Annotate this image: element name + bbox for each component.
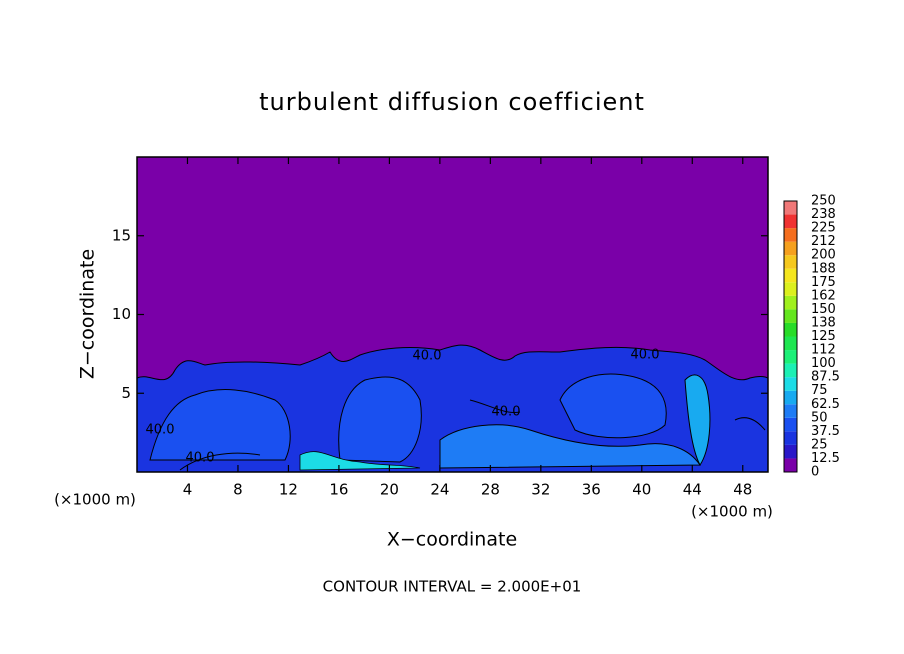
x-axis-label: X−coordinate bbox=[387, 529, 517, 551]
colorbar-label: 175 bbox=[811, 275, 836, 290]
colorbar-label: 87.5 bbox=[811, 370, 840, 385]
y-tick-label: 10 bbox=[112, 305, 131, 323]
contour-label: 40.0 bbox=[146, 423, 175, 438]
x-tick-label: 8 bbox=[233, 481, 243, 499]
colorbar-swatch bbox=[784, 295, 797, 310]
x-tick-label: 44 bbox=[683, 481, 702, 499]
colorbar-swatch bbox=[784, 377, 797, 391]
colorbar-label: 225 bbox=[811, 221, 836, 236]
contour-line bbox=[338, 376, 422, 463]
x-unit-label: (×1000 m) bbox=[691, 503, 773, 521]
x-tick-label: 4 bbox=[183, 481, 193, 499]
colorbar-swatch bbox=[784, 322, 797, 337]
field bbox=[136, 157, 769, 473]
colorbar-label: 125 bbox=[811, 329, 836, 344]
contour-line bbox=[439, 424, 701, 469]
x-tick-label: 12 bbox=[279, 481, 298, 499]
colorbar-label: 162 bbox=[811, 288, 836, 303]
colorbar-label: 238 bbox=[811, 207, 836, 222]
colorbar-label: 62.5 bbox=[811, 397, 840, 412]
x-tick-label: 40 bbox=[632, 481, 651, 499]
colorbar-frame bbox=[783, 200, 798, 473]
colorbar-swatch bbox=[784, 255, 797, 269]
colorbar-label: 138 bbox=[811, 315, 836, 330]
chart-title: turbulent diffusion coefficient bbox=[259, 88, 645, 116]
colorbar-swatch bbox=[784, 458, 797, 472]
colorbar-label: 12.5 bbox=[811, 451, 840, 466]
colorbar-label: 188 bbox=[811, 261, 836, 276]
colorbar-swatch bbox=[784, 444, 797, 459]
y-axis-label: Z−coordinate bbox=[77, 249, 99, 379]
colorbar-label: 200 bbox=[811, 248, 836, 263]
colorbar-swatch bbox=[784, 214, 797, 229]
colorbar-swatch bbox=[784, 350, 797, 364]
contour-line bbox=[179, 399, 766, 471]
colorbar-label: 112 bbox=[811, 343, 836, 358]
colorbar-label: 100 bbox=[811, 356, 836, 371]
y-tick-label: 5 bbox=[121, 384, 131, 402]
colorbar-swatch bbox=[784, 431, 797, 445]
x-tick-label: 28 bbox=[481, 481, 500, 499]
contour-label: 40.0 bbox=[492, 405, 521, 420]
x-tick-label: 36 bbox=[582, 481, 601, 499]
colorbar-swatch bbox=[784, 282, 797, 296]
colorbar-label: 0 bbox=[811, 465, 819, 480]
colorbar-label: 37.5 bbox=[811, 424, 840, 439]
colorbar-swatch bbox=[784, 201, 797, 215]
colorbar-swatch bbox=[784, 417, 797, 432]
x-tick-label: 48 bbox=[733, 481, 752, 499]
colorbar-label: 250 bbox=[811, 194, 836, 209]
x-tick-label: 16 bbox=[329, 481, 348, 499]
x-tick-label: 20 bbox=[380, 481, 399, 499]
colorbar-swatch bbox=[784, 241, 797, 256]
y-tick-label: 15 bbox=[112, 226, 131, 244]
x-unit-label: (×1000 m) bbox=[54, 491, 136, 509]
colorbar-label: 25 bbox=[811, 437, 828, 452]
contour-line bbox=[149, 389, 291, 461]
colorbar-label: 150 bbox=[811, 302, 836, 317]
contour-label: 40.0 bbox=[413, 349, 442, 364]
contour-line bbox=[559, 373, 667, 439]
colorbar-swatch bbox=[784, 309, 797, 323]
colorbar-label: 50 bbox=[811, 410, 828, 425]
colorbar-swatch bbox=[784, 268, 797, 283]
contour-line bbox=[684, 374, 711, 466]
contour-label: 40.0 bbox=[186, 451, 215, 466]
footer: CONTOUR INTERVAL = 2.000E+01 bbox=[323, 578, 582, 596]
x-tick-label: 32 bbox=[531, 481, 550, 499]
colorbar-swatch bbox=[784, 404, 797, 418]
colorbar-swatch bbox=[784, 390, 797, 405]
x-tick-label: 24 bbox=[430, 481, 449, 499]
contour-label: 40.0 bbox=[631, 348, 660, 363]
colorbar-label: 212 bbox=[811, 234, 836, 249]
colorbar-swatch bbox=[784, 336, 797, 351]
colorbar-swatch bbox=[784, 363, 797, 378]
colorbar-label: 75 bbox=[811, 383, 828, 398]
colorbar-swatch bbox=[784, 228, 797, 242]
